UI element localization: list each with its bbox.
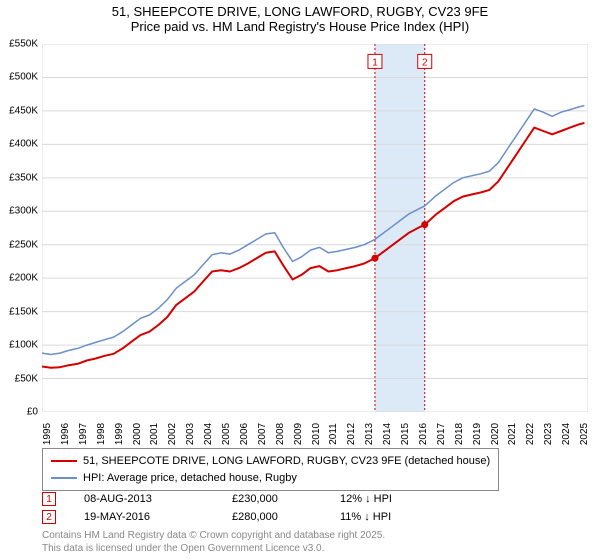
- legend-label: 51, SHEEPCOTE DRIVE, LONG LAWFORD, RUGBY…: [83, 453, 490, 470]
- marker-date: 19-MAY-2016: [84, 511, 204, 523]
- legend-swatch: [51, 460, 77, 462]
- y-tick-label: £300K: [9, 206, 38, 217]
- x-tick-label: 2021: [507, 423, 518, 445]
- marker-table-badge: 2: [42, 510, 56, 524]
- x-tick-label: 2019: [472, 423, 483, 445]
- marker-badge-label-2: 2: [422, 57, 428, 68]
- footnote: Contains HM Land Registry data © Crown c…: [42, 530, 385, 555]
- x-tick-label: 2004: [203, 423, 214, 445]
- x-tick-label: 2008: [275, 423, 286, 445]
- x-tick-label: 1995: [42, 423, 53, 445]
- x-tick-label: 2009: [293, 423, 304, 445]
- marker-table-badge: 1: [42, 492, 56, 506]
- legend-row-price_paid: 51, SHEEPCOTE DRIVE, LONG LAWFORD, RUGBY…: [51, 453, 490, 470]
- x-tick-label: 2022: [525, 423, 536, 445]
- legend: 51, SHEEPCOTE DRIVE, LONG LAWFORD, RUGBY…: [42, 448, 499, 491]
- title-line-2: Price paid vs. HM Land Registry's House …: [0, 19, 600, 34]
- x-tick-label: 2014: [382, 423, 393, 445]
- y-tick-label: £50K: [15, 373, 38, 384]
- marker-table-row: 1 08-AUG-2013 £230,000 12% ↓ HPI: [42, 490, 430, 508]
- y-tick-label: £250K: [9, 239, 38, 250]
- x-tick-label: 2024: [561, 423, 572, 445]
- y-tick-label: £150K: [9, 306, 38, 317]
- x-tick-label: 2001: [149, 423, 160, 445]
- footnote-line-1: Contains HM Land Registry data © Crown c…: [42, 530, 385, 543]
- x-tick-label: 2023: [543, 423, 554, 445]
- marker-delta: 11% ↓ HPI: [340, 511, 430, 523]
- marker-price: £230,000: [232, 493, 312, 505]
- y-axis: £0£50K£100K£150K£200K£250K£300K£350K£400…: [0, 44, 40, 412]
- y-tick-label: £100K: [9, 340, 38, 351]
- x-tick-label: 2002: [167, 423, 178, 445]
- legend-swatch: [51, 477, 77, 479]
- title-line-1: 51, SHEEPCOTE DRIVE, LONG LAWFORD, RUGBY…: [0, 4, 600, 19]
- footnote-line-2: This data is licensed under the Open Gov…: [42, 543, 385, 556]
- x-tick-label: 1998: [96, 423, 107, 445]
- chart-title: 51, SHEEPCOTE DRIVE, LONG LAWFORD, RUGBY…: [0, 0, 600, 34]
- legend-row-hpi: HPI: Average price, detached house, Rugb…: [51, 470, 490, 487]
- y-tick-label: £350K: [9, 172, 38, 183]
- chart-plot-area: 12: [42, 44, 588, 412]
- x-axis: 1995 1996 1997 1998 1999 2000 2001 2002 2003 2004…: [42, 414, 588, 444]
- x-tick-label: 2005: [221, 423, 232, 445]
- x-tick-label: 1997: [78, 423, 89, 445]
- x-tick-label: 2003: [185, 423, 196, 445]
- x-tick-label: 2018: [454, 423, 465, 445]
- y-tick-label: £500K: [9, 72, 38, 83]
- marker-price: £280,000: [232, 511, 312, 523]
- marker-date: 08-AUG-2013: [84, 493, 204, 505]
- series-price_paid-point: [371, 255, 378, 262]
- series-hpi: [42, 106, 584, 355]
- y-tick-label: £550K: [9, 39, 38, 50]
- x-tick-label: 2011: [328, 423, 339, 445]
- y-tick-label: £200K: [9, 273, 38, 284]
- x-tick-label: 2013: [364, 423, 375, 445]
- chart-svg: 12: [42, 44, 588, 412]
- x-tick-label: 2025: [579, 423, 590, 445]
- marker-delta: 12% ↓ HPI: [340, 493, 430, 505]
- y-tick-label: £0: [27, 407, 38, 418]
- y-tick-label: £450K: [9, 105, 38, 116]
- y-tick-label: £400K: [9, 139, 38, 150]
- x-tick-label: 2012: [346, 423, 357, 445]
- x-tick-label: 2007: [257, 423, 268, 445]
- x-tick-label: 1999: [114, 423, 125, 445]
- x-tick-label: 2017: [436, 423, 447, 445]
- x-tick-label: 1996: [60, 423, 71, 445]
- marker-table: 1 08-AUG-2013 £230,000 12% ↓ HPI 2 19-MAY-201…: [42, 490, 430, 526]
- x-tick-label: 2010: [311, 423, 322, 445]
- x-tick-label: 2000: [132, 423, 143, 445]
- x-tick-label: 2020: [490, 423, 501, 445]
- series-price_paid-point: [421, 221, 428, 228]
- x-tick-label: 2015: [400, 423, 411, 445]
- marker-table-row: 2 19-MAY-2016 £280,000 11% ↓ HPI: [42, 508, 430, 526]
- legend-label: HPI: Average price, detached house, Rugb…: [83, 470, 297, 487]
- x-tick-label: 2006: [239, 423, 250, 445]
- x-tick-label: 2016: [418, 423, 429, 445]
- marker-badge-label-1: 1: [372, 57, 378, 68]
